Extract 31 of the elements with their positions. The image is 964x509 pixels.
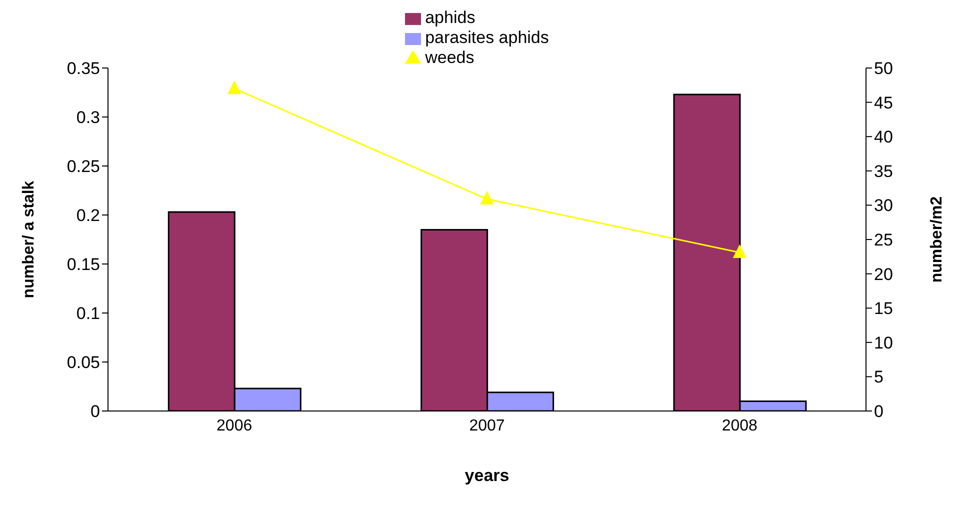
point	[480, 192, 494, 205]
y2-tick-label: 5	[874, 368, 884, 387]
x-tick-label: 2007	[469, 417, 505, 434]
y-tick-label: 0.3	[76, 108, 100, 128]
y-tick-label: 0	[90, 402, 100, 422]
legend-label: parasites aphids	[425, 28, 549, 47]
y-tick-label: 0.35	[66, 59, 100, 78]
legend-label: aphids	[425, 8, 476, 27]
x-tick-label: 2008	[722, 417, 758, 434]
y-axis-title: number/ a stalk	[20, 180, 38, 298]
y2-tick-label: 45	[874, 93, 893, 112]
y2-axis-title: number/m2	[928, 196, 946, 283]
x-axis-title: years	[464, 466, 510, 485]
y2-tick-label: 50	[874, 59, 893, 78]
y-tick-label: 0.25	[66, 157, 100, 176]
y2-tick-label: 15	[874, 299, 893, 318]
y2-tick-label: 30	[874, 196, 893, 216]
y2-tick-label: 20	[874, 264, 893, 284]
y2-tick-label: 0	[874, 402, 884, 422]
y2-tick-label: 10	[874, 333, 893, 352]
x-tick-label: 2006	[216, 417, 252, 434]
point	[733, 245, 746, 258]
y2-tick-label: 40	[874, 128, 893, 147]
y-tick-label: 0.1	[76, 304, 100, 324]
y-tick-label: 0.2	[76, 206, 100, 226]
y2-tick-label: 35	[874, 162, 893, 181]
y-tick-label: 0.05	[66, 353, 100, 372]
point	[228, 81, 241, 94]
y2-tick-label: 25	[874, 230, 893, 250]
y-tick-label: 0.15	[66, 255, 100, 274]
legend-label: weeds	[425, 48, 474, 67]
